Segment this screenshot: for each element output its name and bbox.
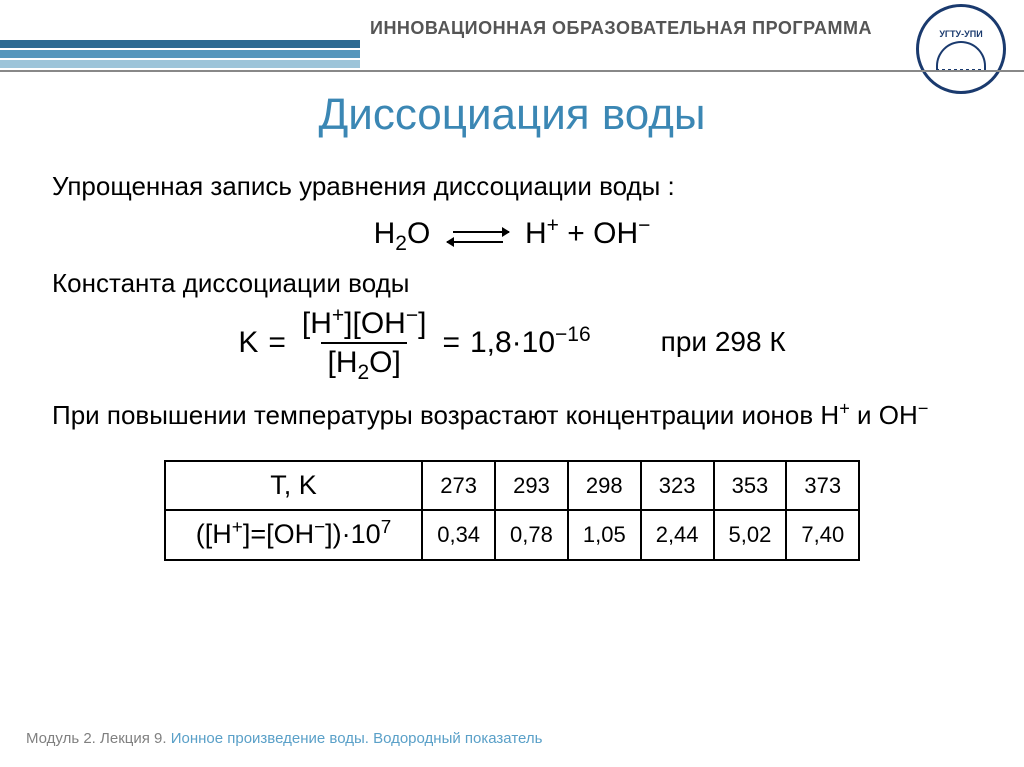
cell-temp-2: 298 — [568, 461, 641, 510]
cell-temp-4: 353 — [714, 461, 787, 510]
k-value: 1,8·10−16 — [470, 323, 591, 362]
intro-line-3: При повышении температуры возрастают кон… — [52, 399, 972, 433]
equals-1: = — [268, 323, 286, 362]
program-title: ИННОВАЦИОННАЯ ОБРАЗОВАТЕЛЬНАЯ ПРОГРАММА — [370, 18, 872, 39]
k-value-exp: −16 — [555, 323, 591, 346]
cell-val-0: 0,34 — [422, 510, 495, 559]
line3-mid: и OH — [850, 400, 918, 430]
rh-c: ])·10 — [325, 519, 381, 549]
footer-topic: Ионное произведение воды. Водородный пок… — [171, 730, 543, 747]
header-divider — [0, 70, 1024, 72]
line3-s2: − — [918, 398, 929, 418]
equals-2: = — [442, 323, 460, 362]
cell-val-1: 0,78 — [495, 510, 568, 559]
stripe-2 — [0, 50, 360, 58]
cell-val-5: 7,40 — [786, 510, 859, 559]
k-denominator: [H2O] — [321, 342, 406, 379]
table-row: ([H+]=[OH−])·107 0,34 0,78 1,05 2,44 5,0… — [165, 510, 859, 559]
num-s1: + — [332, 304, 344, 327]
table-row: T, K 273 293 298 323 353 373 — [165, 461, 859, 510]
footer-module: Модуль 2. Лекция 9. — [26, 730, 171, 747]
row-header-temp: T, K — [165, 461, 422, 510]
stripe-1 — [0, 40, 360, 48]
footer: Модуль 2. Лекция 9. Ионное произведение … — [26, 730, 542, 747]
den-sub: 2 — [357, 361, 369, 384]
header-stripes — [0, 40, 360, 70]
row-header-conc: ([H+]=[OH−])·107 — [165, 510, 422, 559]
rh-s1: + — [232, 517, 243, 538]
eq-right-sup: + — [547, 214, 559, 237]
cell-temp-1: 293 — [495, 461, 568, 510]
logo-building-icon — [936, 41, 986, 69]
eq-plus: + OH — [559, 217, 638, 250]
eq-left-tail: O — [407, 217, 430, 250]
stripe-3 — [0, 60, 360, 68]
k-value-base: 1,8·10 — [470, 326, 555, 359]
rh-s3: 7 — [381, 517, 392, 538]
at-298: при 298 К — [661, 324, 786, 360]
slide-content: Упрощенная запись уравнения диссоциации … — [52, 160, 972, 561]
dissociation-equation: H2O H+ + OH− — [52, 214, 972, 253]
k-equation: K = [H+][OH−] [H2O] = 1,8·10−16 при 298 … — [52, 307, 972, 379]
cell-temp-0: 273 — [422, 461, 495, 510]
cell-val-4: 5,02 — [714, 510, 787, 559]
equilibrium-arrow-icon — [447, 229, 509, 245]
eq-oh-sup: − — [638, 214, 650, 237]
line3-s1: + — [839, 398, 850, 418]
num-p2: ][OH — [344, 307, 406, 340]
num-p1: [H — [302, 307, 332, 340]
k-symbol: K — [238, 323, 258, 362]
intro-line-1: Упрощенная запись уравнения диссоциации … — [52, 170, 972, 204]
cell-temp-3: 323 — [641, 461, 714, 510]
logo-text: УГТУ-УПИ — [939, 29, 982, 39]
den-p1: [H — [327, 346, 357, 379]
intro-line-2: Константа диссоциации воды — [52, 267, 972, 301]
slide-title: Диссоциация воды — [0, 90, 1024, 140]
cell-temp-5: 373 — [786, 461, 859, 510]
rh-s2: − — [314, 517, 325, 538]
k-numerator: [H+][OH−] — [296, 307, 433, 342]
num-p3: ] — [418, 307, 426, 340]
eq-left-sub: 2 — [395, 232, 407, 255]
rh-b: ]=[OH — [243, 519, 314, 549]
cell-val-3: 2,44 — [641, 510, 714, 559]
temperature-table: T, K 273 293 298 323 353 373 ([H+]=[OH−]… — [164, 460, 860, 560]
university-logo-icon: УГТУ-УПИ — [916, 4, 1006, 94]
rh-a: ([H — [196, 519, 232, 549]
den-p2: O] — [369, 346, 401, 379]
num-s2: − — [406, 304, 418, 327]
k-fraction: [H+][OH−] [H2O] — [296, 307, 433, 379]
eq-left: H — [374, 217, 396, 250]
eq-right: H — [525, 217, 547, 250]
cell-val-2: 1,05 — [568, 510, 641, 559]
line3-a: При повышении температуры возрастают кон… — [52, 400, 839, 430]
